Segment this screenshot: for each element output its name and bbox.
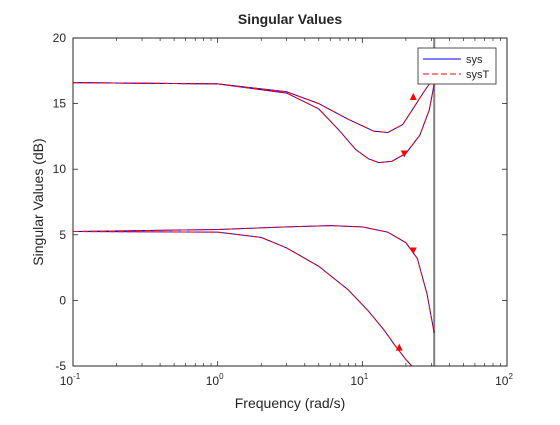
- series-layer: [72, 77, 435, 367]
- legend-box: [417, 47, 497, 85]
- series-sysT-branch-2: [72, 82, 435, 164]
- x-tick-label: 10-1: [60, 372, 81, 388]
- x-tick-label: 100: [206, 372, 224, 388]
- legend-label-sysT: sysT: [466, 69, 490, 81]
- y-tick-label: 10: [53, 162, 67, 176]
- y-tick-label: 5: [59, 228, 66, 242]
- direction-arrow-4: [395, 343, 403, 351]
- arrow-layer: [395, 93, 417, 351]
- y-tick-label: 15: [53, 97, 67, 111]
- y-tick-label: -5: [55, 359, 66, 373]
- y-tick-label: 0: [59, 293, 66, 307]
- legend[interactable]: sys sysT: [417, 47, 497, 85]
- series-sysT-branch-1: [72, 77, 435, 133]
- x-tick-layer: 10-1 100 101 102: [60, 38, 513, 388]
- chart-title: Singular Values: [238, 11, 342, 27]
- x-tick-label: 102: [495, 372, 513, 388]
- y-axis-label: Singular Values (dB): [30, 138, 46, 265]
- legend-label-sys: sys: [466, 54, 483, 66]
- direction-arrow-3: [409, 247, 417, 255]
- axes-box: [72, 37, 508, 367]
- series-sysT-branch-4: [72, 231, 413, 367]
- x-axis-label: Frequency (rad/s): [235, 395, 345, 411]
- x-tick-label: 101: [350, 372, 368, 388]
- direction-arrow-1: [409, 93, 417, 101]
- y-tick-label: 20: [53, 31, 67, 45]
- series-sysT-branch-3: [72, 225, 435, 334]
- direction-arrow-2: [400, 150, 408, 158]
- y-tick-layer: -5 0 5 10 15 20: [53, 31, 507, 373]
- plot-area: [73, 38, 507, 366]
